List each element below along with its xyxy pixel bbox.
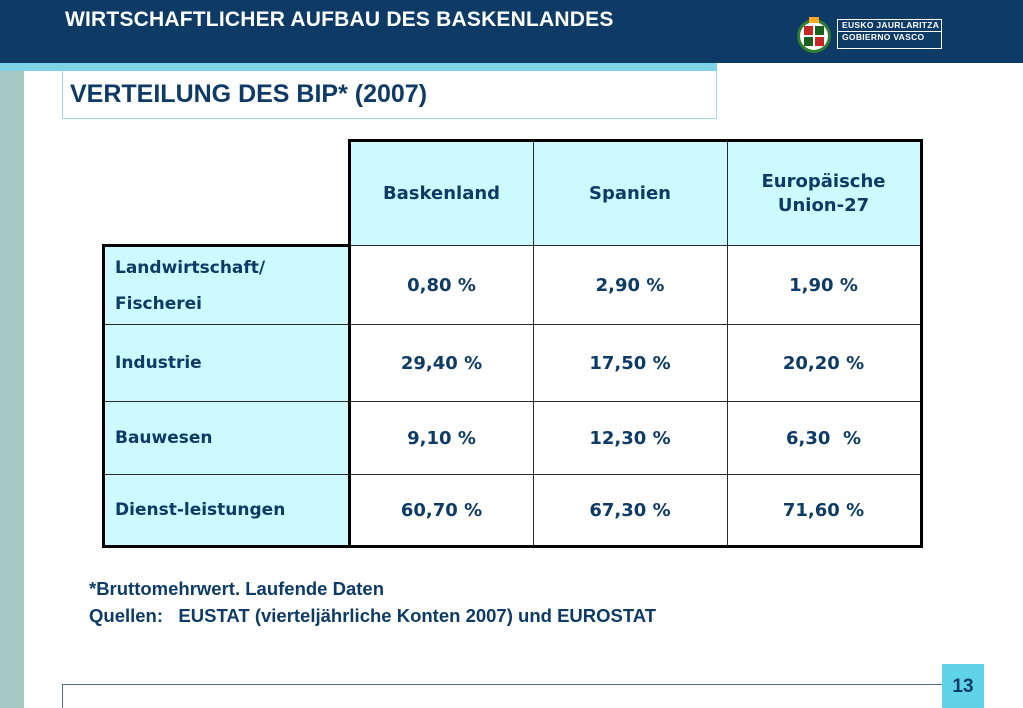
slide-header-title: WIRTSCHAFTLICHER AUFBAU DES BASKENLANDES	[65, 8, 614, 31]
footer-divider-vertical	[62, 684, 63, 708]
column-header-spanien: Spanien	[532, 139, 728, 246]
footnote: *Bruttomehrwert. Laufende Daten Quellen:…	[89, 575, 656, 629]
footer-divider	[62, 684, 942, 685]
table-row: Bauwesen 9,10 % 12,30 % 6,30 %	[102, 401, 923, 475]
row-label-landwirtschaft: Landwirtschaft/ Fischerei	[102, 245, 351, 325]
table-row: Dienst-leistungen 60,70 % 67,30 % 71,60 …	[102, 474, 923, 548]
table-cell: 17,50 %	[532, 324, 728, 402]
table-cell: 29,40 %	[348, 324, 534, 402]
page-number-box	[942, 664, 984, 708]
subtitle-box	[62, 71, 717, 119]
row-label-line: Landwirtschaft/	[115, 257, 266, 278]
footnote-sources: Quellen: EUSTAT (vierteljährliche Konten…	[89, 605, 657, 626]
table-cell: 67,30 %	[532, 474, 728, 548]
table-row: Landwirtschaft/ Fischerei 0,80 % 2,90 % …	[102, 245, 923, 325]
table-cell: 12,30 %	[532, 401, 728, 475]
logo-line-spanish: GOBIERNO VASCO	[842, 32, 925, 42]
table-cell: 6,30 %	[726, 401, 923, 475]
page-number: 13	[952, 676, 974, 697]
slide-subtitle: VERTEILUNG DES BIP* (2007)	[70, 80, 428, 108]
table-cell: 2,90 %	[532, 245, 728, 325]
bip-distribution-table: Baskenland Spanien Europäische Union-27 L…	[102, 139, 923, 548]
footnote-definition: *Bruttomehrwert. Laufende Daten	[89, 578, 385, 599]
row-label-bauwesen: Bauwesen	[102, 401, 351, 475]
table-corner-cell	[103, 140, 351, 247]
table-row: Industrie 29,40 % 17,50 % 20,20 %	[102, 324, 923, 402]
column-header-baskenland: Baskenland	[348, 139, 534, 246]
coat-of-arms-icon	[797, 17, 831, 53]
logo-line-basque: EUSKO JAURLARITZA	[838, 20, 941, 32]
accent-bar	[0, 63, 717, 71]
gobierno-vasco-logo: EUSKO JAURLARITZA GOBIERNO VASCO	[795, 13, 945, 57]
left-decorative-strip	[0, 63, 24, 708]
table-header-row: Baskenland Spanien Europäische Union-27	[103, 139, 923, 247]
table-cell: 1,90 %	[726, 245, 923, 325]
table-cell: 0,80 %	[348, 245, 534, 325]
table-cell: 9,10 %	[348, 401, 534, 475]
column-header-eu27: Europäische Union-27	[726, 139, 923, 246]
table-cell: 60,70 %	[348, 474, 534, 548]
row-label-dienstleistungen: Dienst-leistungen	[102, 474, 351, 548]
logo-wordmark: EUSKO JAURLARITZA GOBIERNO VASCO	[837, 19, 942, 49]
row-label-industrie: Industrie	[102, 324, 351, 402]
row-label-line: Fischerei	[115, 293, 203, 314]
table-cell: 20,20 %	[726, 324, 923, 402]
table-cell: 71,60 %	[726, 474, 923, 548]
